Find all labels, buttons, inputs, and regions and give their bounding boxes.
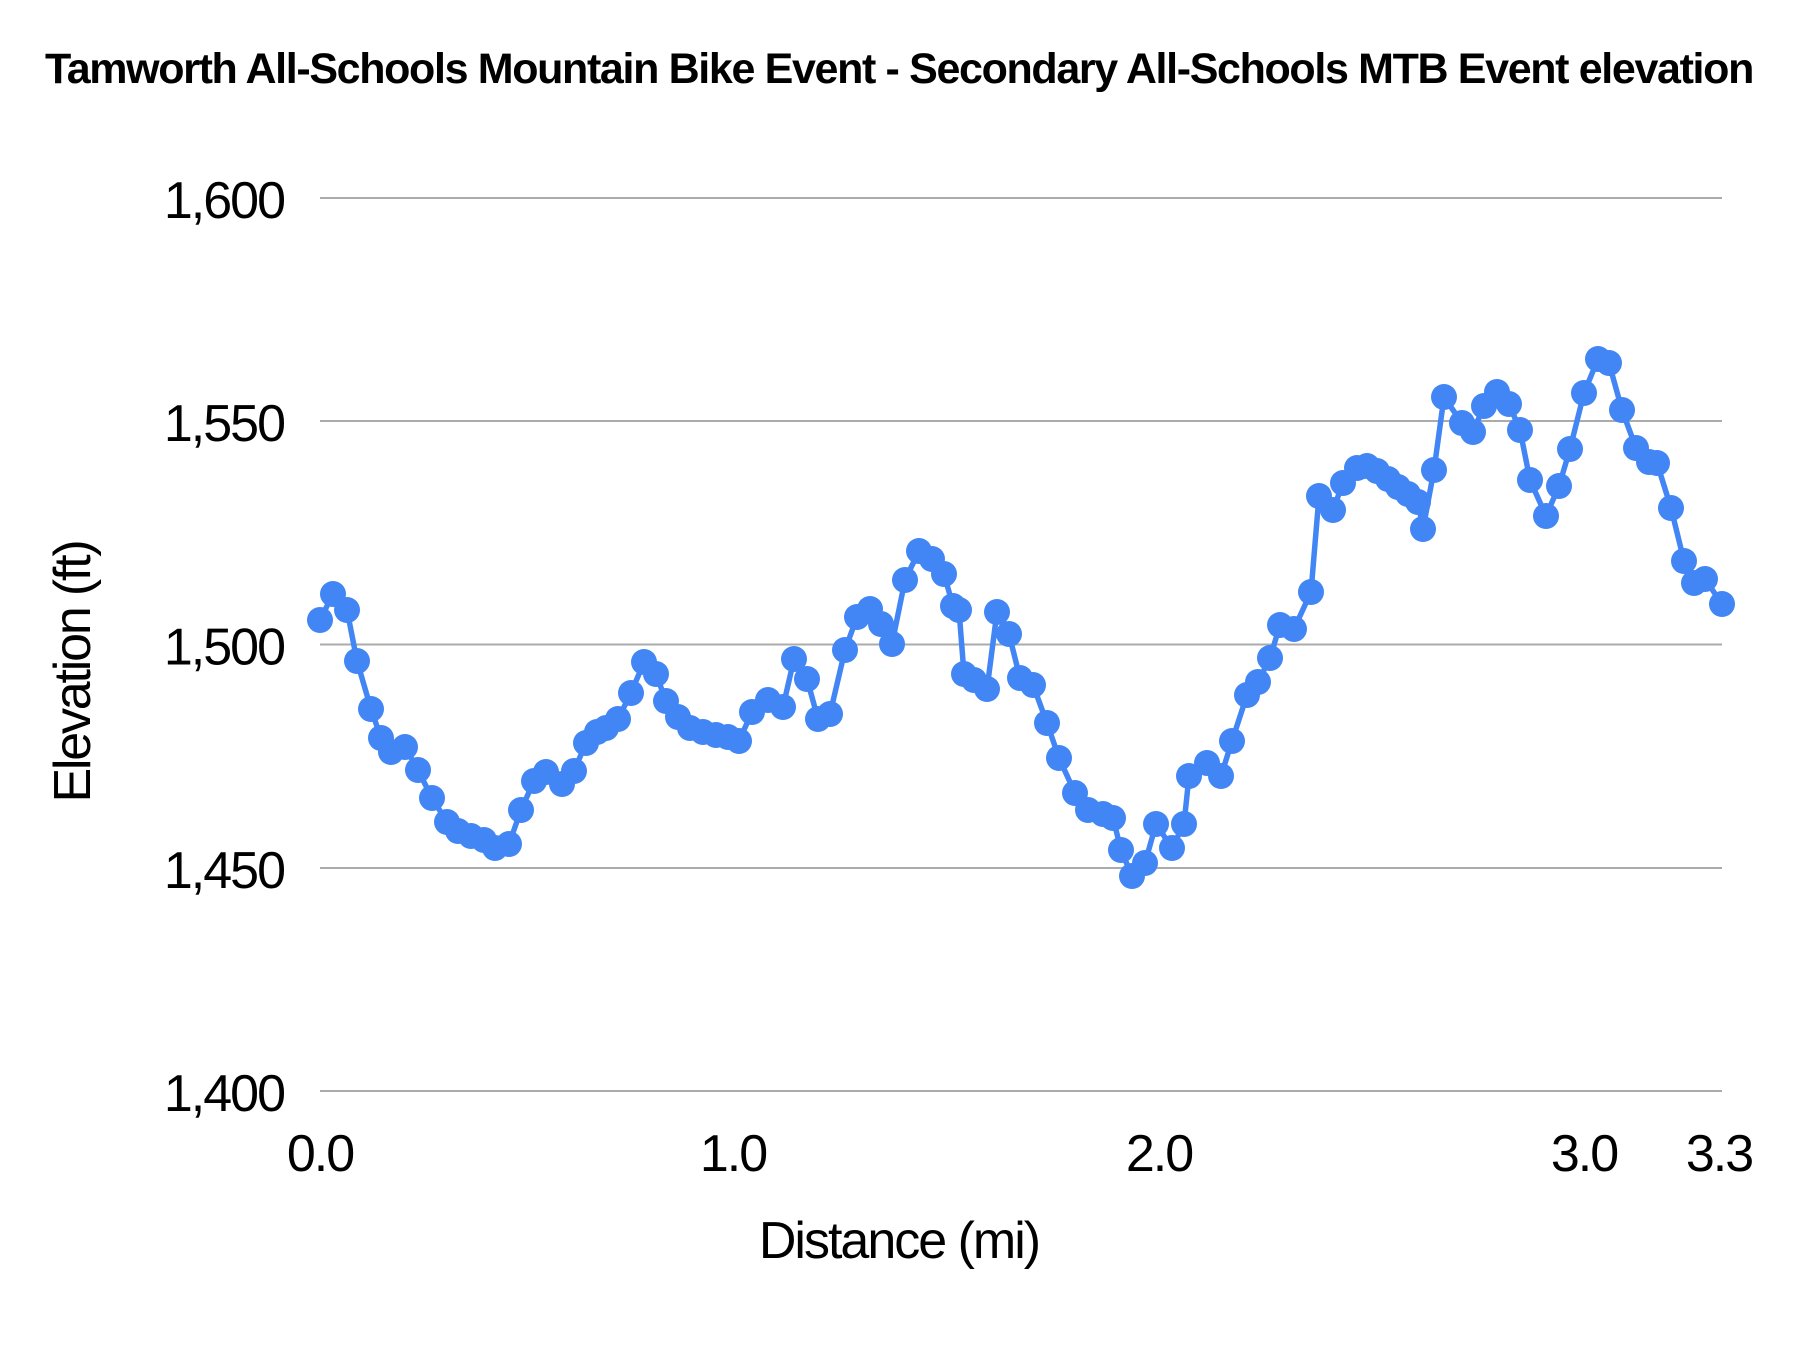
svg-text:3.3: 3.3 [1686,1125,1752,1183]
svg-text:3.0: 3.0 [1551,1125,1617,1183]
svg-text:1.0: 1.0 [700,1125,766,1183]
svg-text:1,600: 1,600 [164,172,284,230]
svg-text:Elevation (ft): Elevation (ft) [44,541,102,802]
svg-text:0.0: 0.0 [287,1125,353,1183]
svg-text:1,400: 1,400 [164,1065,284,1123]
svg-text:Distance (mi): Distance (mi) [759,1212,1039,1270]
svg-text:1,500: 1,500 [164,619,284,677]
svg-text:2.0: 2.0 [1126,1125,1192,1183]
svg-text:1,450: 1,450 [164,842,284,900]
svg-text:Tamworth All-Schools Mountain: Tamworth All-Schools Mountain Bike Event… [45,45,1753,93]
svg-text:1,550: 1,550 [164,395,284,453]
